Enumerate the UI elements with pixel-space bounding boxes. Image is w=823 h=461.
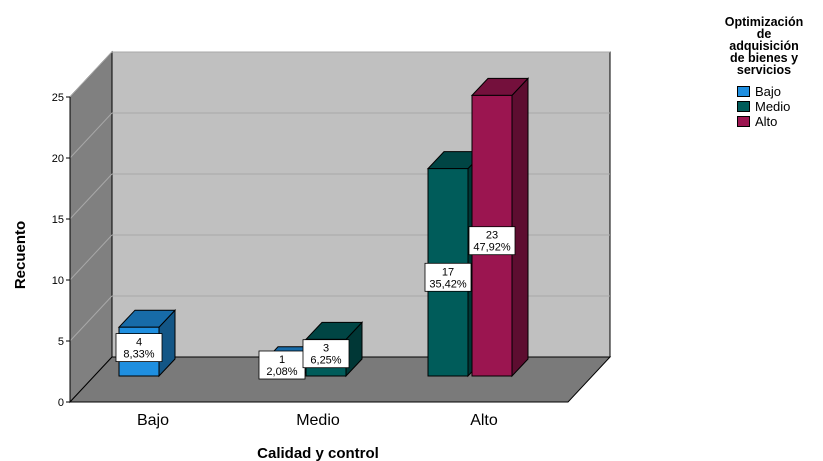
data-label: 23 [486, 230, 498, 242]
gridline [69, 295, 113, 342]
legend-label: Bajo [755, 84, 782, 99]
legend-title-line: servicios [736, 63, 792, 77]
legend-title-line: de [756, 27, 772, 41]
y-tick-label: 20 [52, 153, 64, 165]
data-label-box [258, 350, 306, 380]
data-label: 8,33% [123, 349, 154, 361]
data-label: 6,25% [310, 355, 341, 367]
data-label-box [468, 226, 516, 256]
data-label: 17 [442, 266, 454, 278]
data-label-box [302, 339, 350, 369]
legend-title-line: de bienes y [729, 51, 799, 65]
legend: Optimización de adquisición de bienes y … [708, 16, 820, 129]
y-axis-title: Recuento [12, 221, 29, 289]
legend-title-line: adquisición [729, 39, 799, 53]
x-tick-label: Medio [296, 412, 340, 429]
x-tick-label: Alto [470, 412, 498, 429]
legend-title-line: Optimización [724, 15, 804, 29]
y-tick-label: 15 [52, 214, 64, 226]
data-label: 3 [323, 343, 329, 355]
legend-swatch [737, 116, 750, 127]
gridline [69, 234, 113, 281]
legend-items: Bajo Medio Alto [737, 84, 820, 129]
data-label: 2,08% [266, 366, 297, 378]
legend-swatch [737, 101, 750, 112]
data-label-box [115, 333, 163, 363]
gridline [69, 51, 113, 98]
legend-label: Medio [755, 99, 791, 114]
data-label-box [424, 262, 472, 292]
legend-title: Optimización de adquisición de bienes y … [708, 15, 820, 77]
y-tick-label: 5 [58, 336, 64, 348]
gridline [69, 173, 113, 220]
gridline [69, 112, 113, 159]
legend-item: Medio [737, 99, 820, 114]
data-label: 35,42% [429, 278, 467, 290]
legend-swatch [737, 86, 750, 97]
legend-item: Alto [737, 114, 820, 129]
legend-item: Bajo [737, 84, 820, 99]
y-tick-label: 10 [52, 275, 64, 287]
data-label: 4 [136, 337, 142, 349]
x-tick-label: Bajo [137, 412, 169, 429]
back-wall [111, 51, 611, 358]
data-label: 1 [279, 354, 285, 366]
data-label: 47,92% [473, 242, 511, 254]
x-axis-title: Calidad y control [257, 445, 379, 461]
y-tick-label: 0 [58, 397, 64, 409]
y-tick-label: 25 [52, 92, 64, 104]
legend-label: Alto [755, 114, 778, 129]
side-wall [69, 50, 113, 404]
